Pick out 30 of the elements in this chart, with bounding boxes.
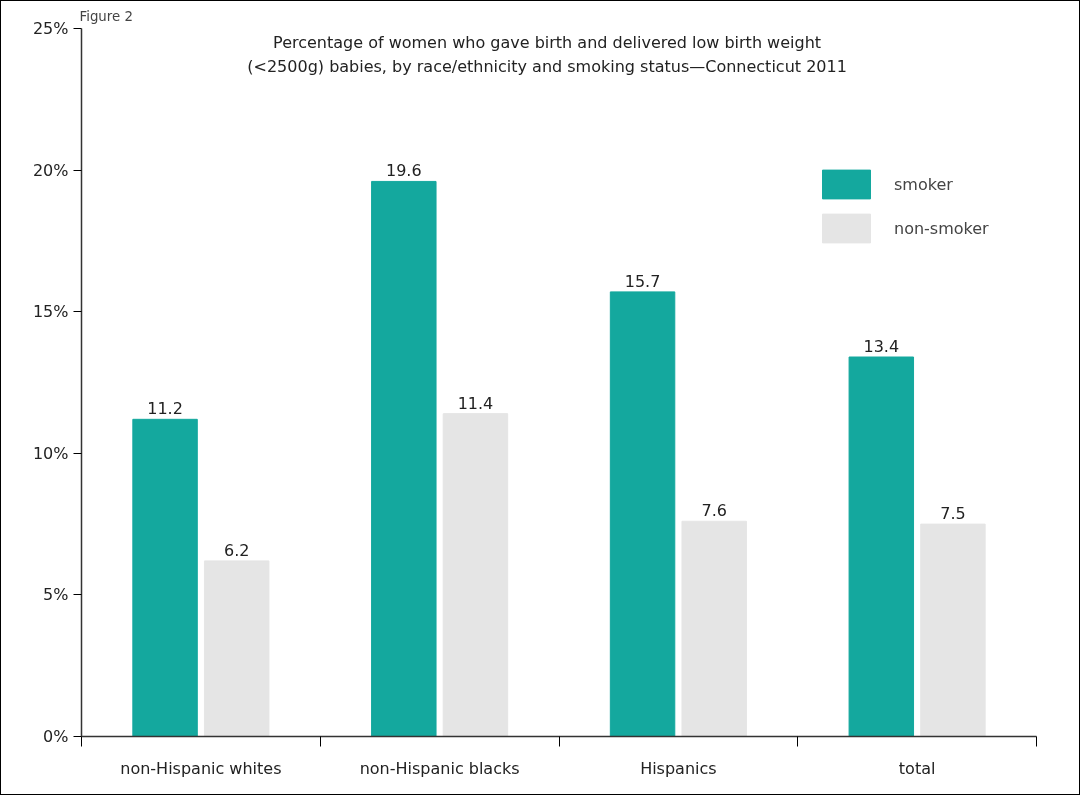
y-tick-label: 15% bbox=[32, 302, 69, 322]
x-tick-label: non-Hispanic blacks bbox=[359, 758, 520, 778]
data-label: 7.6 bbox=[701, 501, 727, 521]
bar bbox=[920, 523, 986, 737]
text: Percentage of women who gave birth and delivered low birth weight (<2500g) babies, by race/ethnicity and smoking status—Connecticut 2011 bbox=[247, 32, 847, 77]
data-label: 13.4 bbox=[863, 337, 900, 357]
bar bbox=[442, 413, 509, 737]
bar bbox=[609, 291, 676, 737]
bar bbox=[681, 520, 747, 737]
bar bbox=[203, 560, 270, 737]
y-tick-label: 25% bbox=[32, 19, 69, 38]
y-tick-label: 5% bbox=[43, 585, 69, 605]
x-tick-label: total bbox=[898, 758, 936, 778]
legend-label: non-smoker bbox=[894, 218, 989, 238]
bar bbox=[848, 356, 915, 737]
data-label: 15.7 bbox=[624, 271, 661, 291]
data-label: 6.2 bbox=[223, 540, 250, 560]
y-tick-label: 0% bbox=[43, 727, 69, 746]
legend-label: smoker bbox=[894, 174, 953, 194]
data-label: 7.5 bbox=[940, 504, 966, 524]
data-label: 11.2 bbox=[147, 399, 183, 419]
y-tick-label: 20% bbox=[32, 160, 69, 180]
caption: Figure 2 bbox=[79, 8, 133, 24]
data-label: 11.4 bbox=[457, 393, 494, 413]
x-tick-label: non-Hispanic whites bbox=[120, 758, 282, 778]
data-label: 19.6 bbox=[386, 161, 422, 181]
bar bbox=[132, 418, 198, 737]
bar bbox=[371, 180, 437, 737]
x-tick-label: Hispanics bbox=[640, 758, 717, 778]
y-tick-label: 10% bbox=[32, 443, 69, 463]
